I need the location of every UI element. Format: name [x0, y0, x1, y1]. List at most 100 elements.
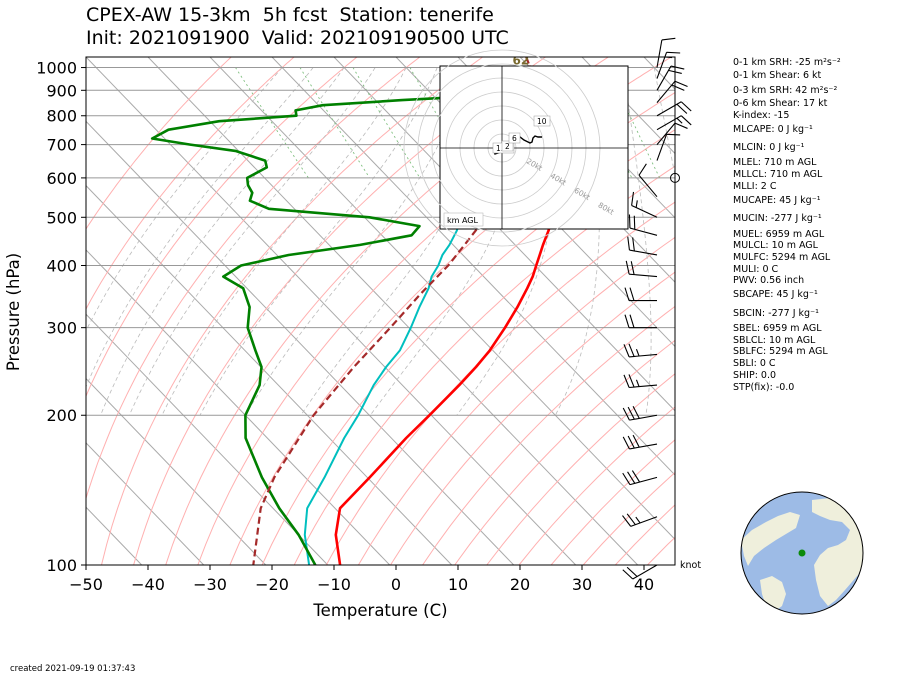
mixing-ratio-line	[352, 67, 421, 179]
plot-frame	[85, 56, 676, 566]
x-tick-label: 10	[448, 575, 468, 594]
x-tick-label: −40	[131, 575, 165, 594]
wind-barb	[624, 314, 657, 329]
wind-barb	[656, 101, 692, 117]
dewpoint-profile	[150, 65, 521, 565]
wind-barb	[622, 470, 658, 486]
index-line: 0-1 km SRH: -25 m²s⁻²	[733, 57, 841, 68]
y-tick-label: 100	[46, 556, 77, 575]
hodograph-height-label: 6	[512, 134, 517, 143]
wind-barb	[623, 374, 658, 389]
hodograph: 20kt40kt60kt80kt1.52610km AGL	[403, 49, 628, 247]
dry-adiabat	[86, 57, 232, 230]
index-line: SBLFC: 5294 m AGL	[733, 346, 828, 357]
hodograph-height-box	[508, 132, 521, 144]
y-axis-label: Pressure (hPa)	[4, 253, 23, 371]
moist-adiabat	[86, 67, 314, 388]
index-line: SHIP: 0.0	[733, 370, 777, 381]
index-line: MUCIN: -277 J kg⁻¹	[733, 213, 822, 224]
isotherm	[86, 442, 205, 565]
hodograph-height-box	[533, 115, 551, 127]
index-line: MLLCL: 710 m AGL	[733, 169, 823, 180]
hodograph-height-box	[501, 140, 514, 152]
y-tick-label: 800	[46, 107, 77, 126]
wind-barb	[670, 172, 680, 183]
wind-barb	[656, 80, 688, 104]
x-tick-label: 30	[572, 575, 592, 594]
globe-outline	[740, 491, 864, 615]
index-line: 0-6 km Shear: 17 kt	[733, 98, 828, 109]
wind-barbs	[622, 37, 692, 580]
y-tick-label: 900	[46, 81, 77, 100]
index-line: MLCAPE: 0 J kg⁻¹	[733, 124, 813, 135]
moist-adiabat	[100, 67, 345, 416]
wind-barb	[656, 37, 676, 68]
dry-adiabat	[293, 165, 675, 565]
wind-barb	[622, 564, 658, 580]
x-tick-label: −10	[317, 575, 351, 594]
index-line: PWV: 0.56 inch	[733, 275, 805, 286]
index-line: MULI: 0 C	[733, 264, 779, 275]
wind-barb	[656, 115, 692, 131]
wind-barb	[623, 343, 658, 358]
globe-land-americas	[741, 512, 800, 566]
isotherm	[86, 184, 453, 565]
hodograph-legend-box	[443, 212, 484, 227]
locator-globe	[740, 491, 864, 615]
dry-adiabat	[86, 57, 358, 398]
y-tick-label: 700	[46, 136, 77, 155]
surface-annotation: 62	[513, 54, 530, 68]
wind-barb	[656, 51, 681, 79]
index-line: MLLI: 2 C	[733, 181, 777, 192]
wind-barb	[624, 287, 657, 302]
index-line: MUCAPE: 45 J kg⁻¹	[733, 195, 821, 206]
hodograph-frame	[439, 65, 629, 230]
isotherm	[86, 249, 391, 565]
y-tick-label: 500	[46, 208, 77, 227]
x-tick-label: 40	[634, 575, 654, 594]
isotherm	[86, 120, 515, 565]
y-tick-label: 300	[46, 319, 77, 338]
moist-adiabat	[128, 67, 376, 416]
dry-adiabat	[101, 57, 483, 565]
hodograph-inset: 20kt40kt60kt80kt1.52610km AGL	[403, 49, 629, 247]
y-tick-label: 600	[46, 169, 77, 188]
isotherm	[86, 313, 329, 565]
axes: −50 −40 −30 −20 −10 0 10 20 30 40 100 200 300 400 500 6…	[4, 59, 654, 620]
x-tick-label: 20	[510, 575, 530, 594]
dry-adiabat	[86, 57, 421, 501]
isotherm	[271, 57, 675, 476]
isotherm	[209, 57, 675, 541]
index-line: MLEL: 710 m AGL	[733, 157, 817, 168]
y-tick-label: 1000	[36, 59, 77, 78]
index-line: MULFC: 5294 m AGL	[733, 252, 831, 263]
index-line: SBCIN: -277 J kg⁻¹	[733, 308, 819, 319]
wind-barb	[638, 163, 658, 198]
wind-barb	[656, 133, 681, 161]
x-tick-label: −50	[69, 575, 103, 594]
index-line: STP(fix): -0.0	[733, 382, 795, 393]
wind-barb	[622, 513, 658, 527]
moist-adiabat	[161, 67, 407, 416]
index-line: SBLCL: 10 m AGL	[733, 335, 816, 346]
wind-barb	[622, 434, 658, 450]
index-line: MUEL: 6959 m AGL	[733, 229, 825, 240]
y-tick-label: 400	[46, 256, 77, 275]
dry-adiabat	[422, 305, 675, 565]
y-tick-label: 200	[46, 406, 77, 425]
index-line: MULCL: 10 m AGL	[733, 240, 818, 251]
index-line: 0-1 km Shear: 6 kt	[733, 70, 822, 81]
x-tick-label: 0	[391, 575, 401, 594]
dry-adiabat	[390, 271, 675, 565]
index-line: 0-3 km SRH: 42 m²s⁻²	[733, 85, 838, 96]
wind-unit-label: knot	[680, 560, 702, 571]
wind-barb	[627, 236, 658, 256]
dry-adiabat	[86, 57, 295, 310]
created-timestamp: created 2021-09-19 01:37:43	[10, 664, 136, 674]
x-tick-label: −30	[193, 575, 227, 594]
x-axis-label: Temperature (C)	[312, 601, 447, 620]
chart-title-line2: Init: 2021091900 Valid: 202109190500 UTC	[86, 27, 509, 49]
index-line: MLCIN: 0 J kg⁻¹	[733, 142, 805, 153]
station-marker	[798, 549, 806, 557]
hodograph-height-label: 10	[537, 117, 547, 126]
